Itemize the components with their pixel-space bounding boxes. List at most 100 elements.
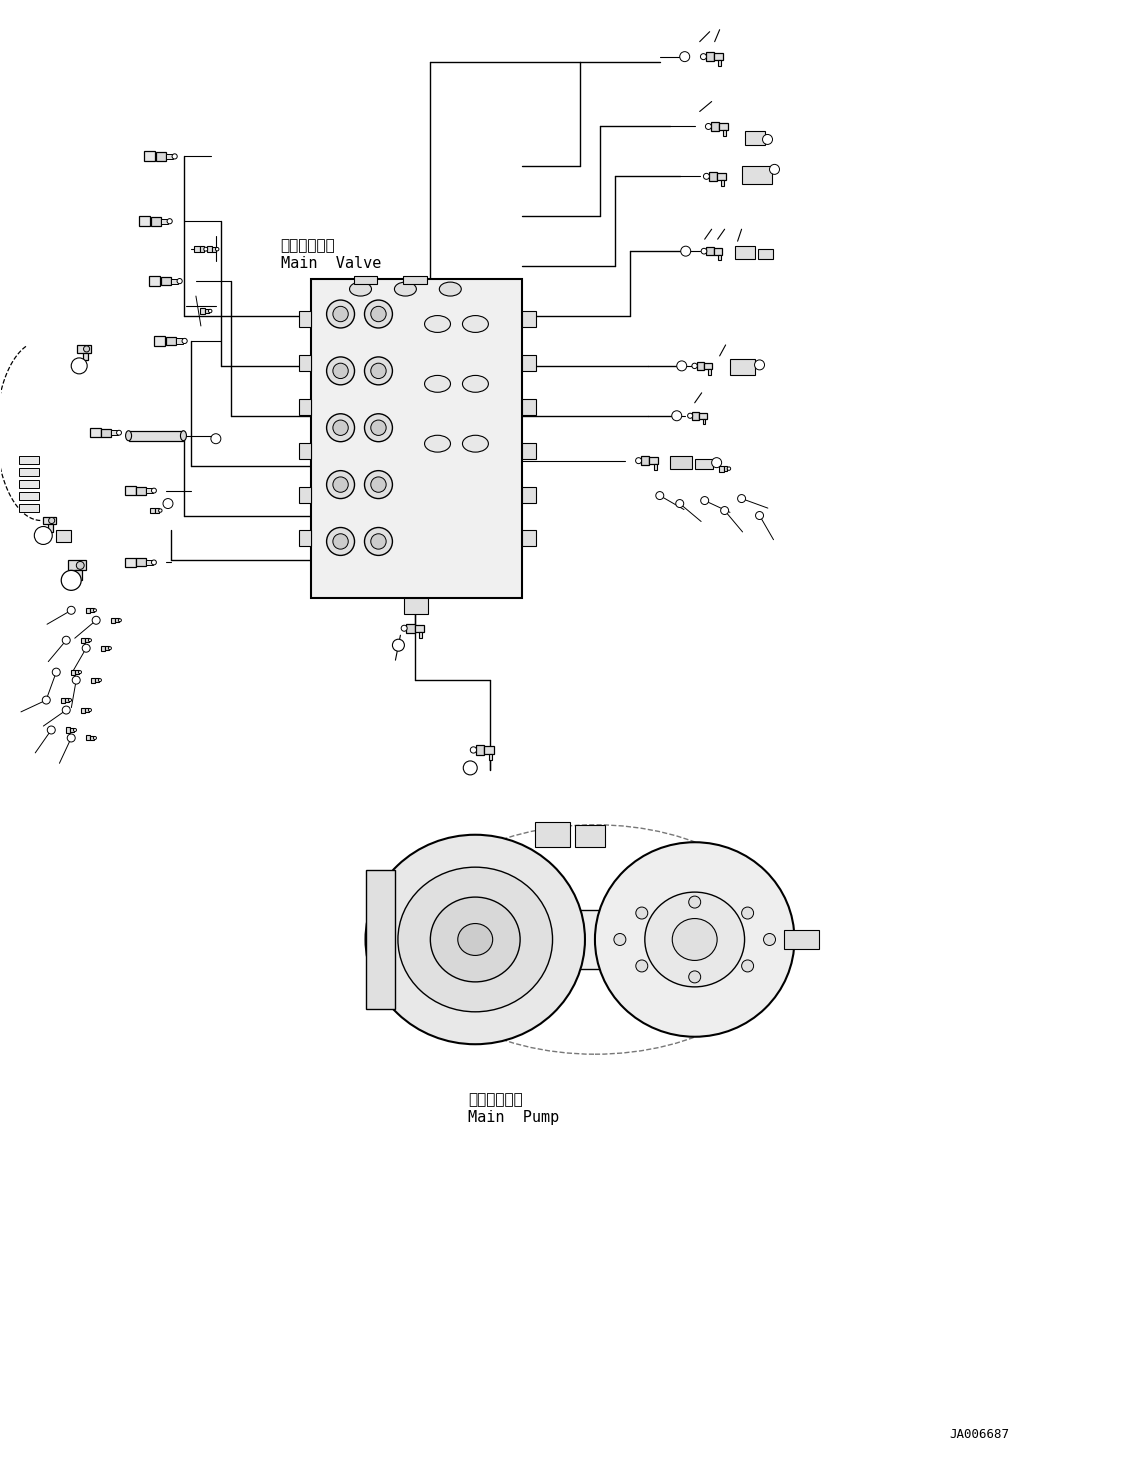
Bar: [649, 457, 658, 464]
Circle shape: [636, 960, 648, 972]
Bar: [708, 369, 711, 375]
Circle shape: [34, 527, 53, 544]
Ellipse shape: [672, 919, 717, 960]
Bar: [19, 455, 39, 464]
Bar: [522, 442, 536, 458]
Bar: [86, 708, 89, 712]
Ellipse shape: [439, 282, 462, 296]
Bar: [166, 153, 174, 159]
Circle shape: [370, 306, 386, 321]
Bar: [91, 677, 95, 683]
Circle shape: [370, 477, 386, 492]
Bar: [166, 337, 176, 346]
Bar: [66, 728, 71, 732]
Bar: [714, 53, 722, 60]
Bar: [711, 123, 719, 131]
Circle shape: [764, 934, 775, 945]
Bar: [353, 276, 377, 285]
Bar: [150, 508, 155, 514]
Circle shape: [737, 495, 745, 502]
Circle shape: [83, 346, 89, 352]
Ellipse shape: [424, 315, 450, 333]
Circle shape: [703, 174, 710, 179]
Bar: [19, 492, 39, 499]
Bar: [535, 821, 570, 846]
Circle shape: [53, 668, 61, 676]
Circle shape: [208, 309, 211, 312]
Bar: [62, 697, 65, 703]
Circle shape: [88, 709, 91, 712]
Bar: [718, 255, 721, 260]
Bar: [311, 279, 522, 598]
Bar: [146, 560, 152, 565]
Bar: [654, 464, 656, 470]
Bar: [71, 670, 75, 674]
Bar: [522, 311, 536, 327]
Ellipse shape: [431, 897, 520, 982]
Circle shape: [689, 896, 701, 907]
Text: メインポンプ: メインポンプ: [469, 1093, 523, 1107]
Text: JA006687: JA006687: [949, 1428, 1009, 1441]
Circle shape: [94, 737, 96, 740]
Circle shape: [769, 165, 780, 175]
Bar: [298, 398, 311, 414]
Circle shape: [333, 306, 349, 321]
Circle shape: [762, 134, 773, 144]
Bar: [522, 398, 536, 414]
Bar: [155, 152, 166, 160]
Ellipse shape: [458, 924, 493, 956]
Bar: [75, 570, 82, 581]
Bar: [102, 429, 111, 436]
Bar: [176, 338, 183, 343]
Circle shape: [327, 528, 354, 556]
Bar: [298, 531, 311, 547]
Circle shape: [216, 248, 219, 251]
Circle shape: [680, 51, 689, 61]
Bar: [146, 489, 152, 493]
Bar: [19, 468, 39, 476]
Bar: [298, 355, 311, 371]
Circle shape: [177, 279, 182, 283]
Bar: [522, 531, 536, 547]
Circle shape: [370, 420, 386, 435]
Ellipse shape: [645, 891, 744, 986]
Bar: [136, 486, 146, 495]
Bar: [155, 508, 159, 514]
Circle shape: [701, 496, 709, 505]
Circle shape: [688, 413, 693, 419]
Text: Main  Pump: Main Pump: [469, 1110, 560, 1125]
Bar: [485, 746, 494, 754]
Circle shape: [712, 458, 721, 468]
Bar: [641, 457, 649, 465]
Circle shape: [636, 907, 648, 919]
Circle shape: [88, 639, 91, 642]
Circle shape: [720, 506, 728, 515]
Bar: [724, 467, 727, 471]
Circle shape: [333, 477, 349, 492]
Circle shape: [159, 509, 162, 512]
Circle shape: [689, 970, 701, 983]
Bar: [86, 608, 90, 613]
Circle shape: [67, 734, 75, 743]
Circle shape: [94, 608, 96, 611]
Bar: [724, 130, 726, 136]
Bar: [692, 411, 700, 420]
Circle shape: [333, 534, 349, 549]
Bar: [95, 678, 98, 683]
Circle shape: [365, 301, 392, 328]
Ellipse shape: [394, 282, 416, 296]
Circle shape: [69, 699, 72, 702]
Circle shape: [327, 301, 354, 328]
Bar: [48, 524, 54, 533]
Circle shape: [705, 124, 711, 130]
Circle shape: [636, 458, 641, 464]
Bar: [128, 430, 183, 441]
Bar: [298, 311, 311, 327]
Bar: [65, 697, 69, 702]
Circle shape: [370, 534, 386, 549]
Bar: [161, 277, 171, 286]
Bar: [670, 455, 692, 468]
Bar: [105, 646, 109, 651]
Circle shape: [77, 562, 85, 569]
Bar: [111, 430, 118, 435]
